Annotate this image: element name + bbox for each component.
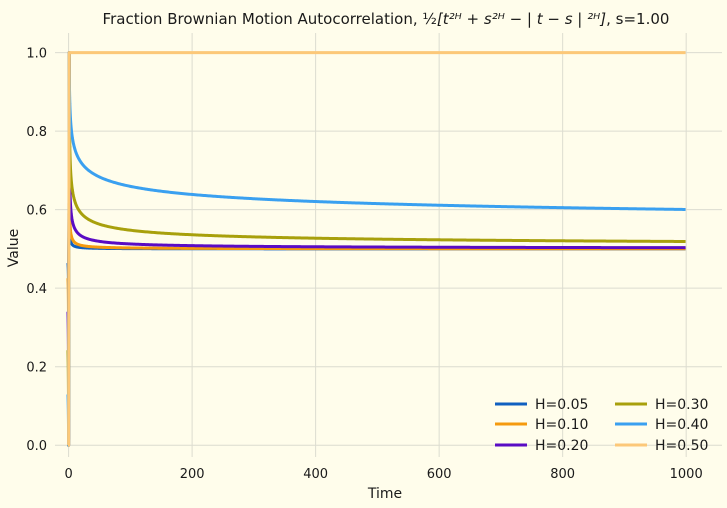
y-tick-label: 0.6	[26, 204, 47, 219]
x-tick-label: 200	[180, 467, 205, 482]
ticks: 0 200 400 600 800 1000 0.0 0.2 0.4 0.6 0.8 1.0	[26, 47, 702, 482]
legend-label: H=0.05	[535, 397, 588, 413]
x-axis-label: Time	[367, 486, 402, 502]
x-tick-label: 400	[303, 467, 328, 482]
legend-label: H=0.20	[535, 438, 588, 454]
y-tick-label: 1.0	[26, 47, 47, 62]
chart-title-suffix: , s=1.00	[606, 10, 669, 28]
chart-title-prefix: Fraction Brownian Motion Autocorrelation…	[103, 10, 423, 28]
legend-label: H=0.50	[655, 438, 708, 454]
y-tick-label: 0.8	[26, 125, 47, 140]
chart-title-half: ½	[422, 10, 437, 28]
legend-label: H=0.10	[535, 417, 588, 433]
series-line	[66, 51, 686, 447]
chart-title: Fraction Brownian Motion Autocorrelation…	[103, 10, 670, 28]
y-tick-label: 0.4	[26, 282, 47, 297]
x-tick-label: 1000	[670, 467, 703, 482]
legend-label: H=0.40	[655, 417, 708, 433]
legend: H=0.05 H=0.10 H=0.20 H=0.30 H=0.40 H=0.50	[495, 397, 708, 454]
x-tick-label: 600	[427, 467, 452, 482]
series-group	[66, 51, 686, 447]
chart-title-formula: [t²ᴴ + s²ᴴ − | t − s | ²ᴴ]	[437, 10, 606, 28]
y-tick-label: 0.0	[26, 439, 47, 454]
x-tick-label: 800	[550, 467, 575, 482]
y-tick-label: 0.2	[26, 361, 47, 376]
legend-label: H=0.30	[655, 397, 708, 413]
x-tick-label: 0	[64, 467, 72, 482]
y-axis-label: Value	[6, 229, 22, 267]
